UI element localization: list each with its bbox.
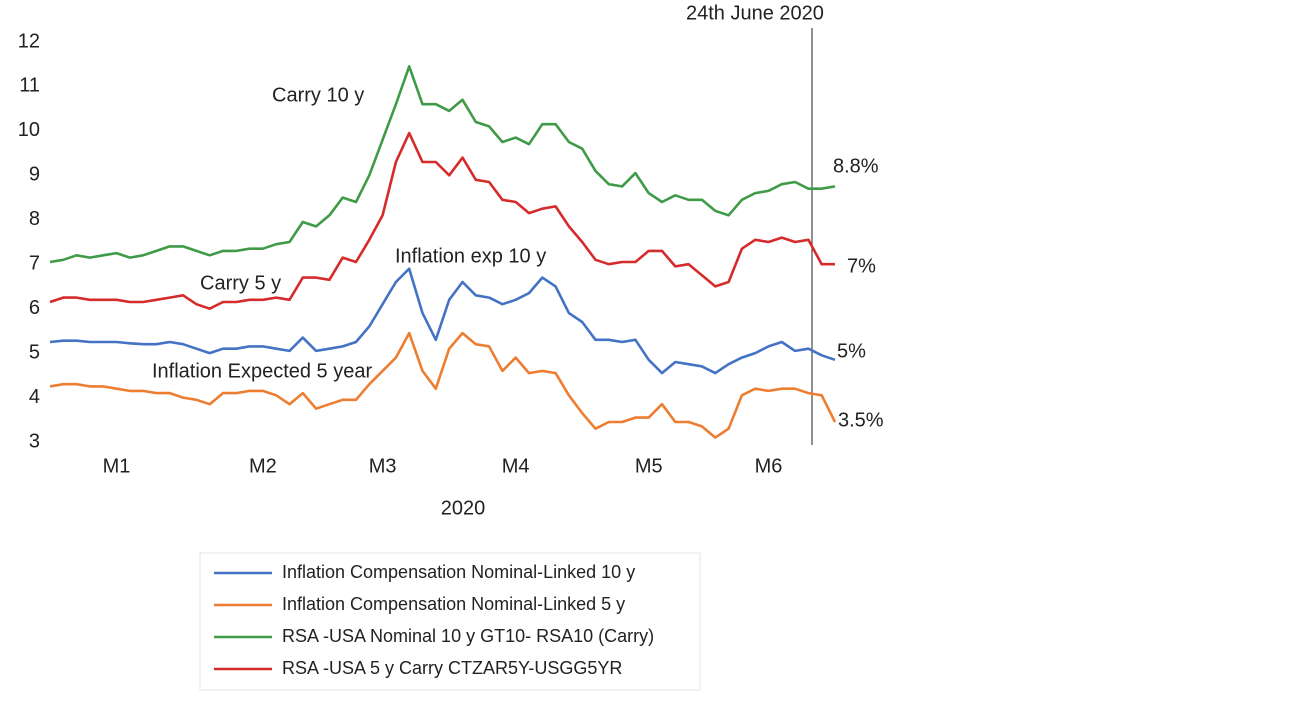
legend-label: RSA -USA Nominal 10 y GT10- RSA10 (Carry… [282,626,654,646]
legend-box [199,552,701,691]
legend-label: Inflation Compensation Nominal-Linked 5 … [282,594,625,614]
series-line [49,131,835,310]
annotation: 3.5% [838,409,884,431]
y-tick-label: 5 [29,341,40,363]
y-tick-label: 11 [19,75,40,97]
annotation: 5% [837,340,866,362]
annotation: 7% [847,255,876,277]
annotation: Inflation exp 10 y [395,245,546,267]
x-tick-label: M6 [755,455,783,477]
annotation: Carry 10 y [272,84,364,106]
annotation: 24th June 2020 [686,2,824,24]
y-tick-label: 12 [18,30,40,52]
x-tick-label: M4 [502,455,530,477]
y-tick-label: 9 [29,164,40,186]
y-tick-label: 3 [29,430,40,452]
y-tick-label: 10 [18,119,40,141]
y-tick-label: 8 [29,208,40,230]
annotation: 8.8% [833,155,879,177]
series-line [49,267,836,375]
y-tick-label: 6 [29,297,40,319]
legend-label: RSA -USA 5 y Carry CTZAR5Y-USGG5YR [282,658,622,678]
x-tick-label: M5 [635,455,663,477]
legend-label: Inflation Compensation Nominal-Linked 10… [282,562,635,582]
x-axis-title: 2020 [441,497,486,519]
series-line [49,331,837,439]
x-tick-label: M1 [103,455,131,477]
y-tick-label: 7 [29,253,40,275]
annotation: Inflation Expected 5 year [152,360,372,382]
annotation: Carry 5 y [200,272,281,294]
y-tick-label: 4 [29,386,40,408]
x-tick-label: M2 [249,455,277,477]
series-line [49,65,836,264]
x-tick-label: M3 [369,455,397,477]
